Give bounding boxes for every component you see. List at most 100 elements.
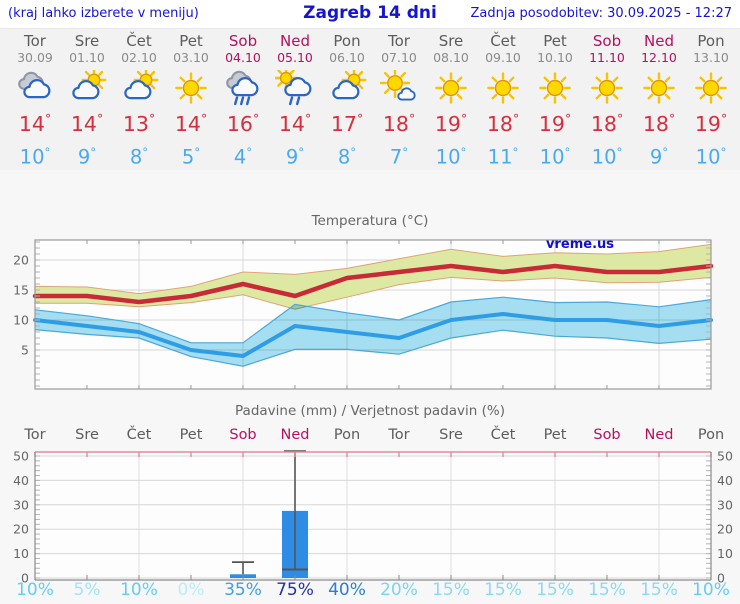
day-date: 04.10	[225, 50, 261, 65]
watermark-link[interactable]: vreme.us	[546, 237, 614, 252]
high-temp: 18°	[642, 111, 676, 136]
weather-icon-sun-cloud	[321, 67, 373, 107]
day-column-01.10[interactable]: Sre 01.10 14° 9°	[61, 29, 113, 168]
day-date: 06.10	[329, 50, 365, 65]
low-temp: 10°	[695, 144, 727, 169]
day-column-07.10[interactable]: Tor 07.10 18° 7°	[373, 29, 425, 168]
high-temp: 13°	[122, 111, 156, 136]
day-column-04.10[interactable]: Sob 04.10 16° 4°	[217, 29, 269, 168]
last-update: Zadnja posodobitev: 30.09.2025 - 12:27	[470, 6, 732, 21]
high-temp: 19°	[694, 111, 728, 136]
day-name: Pet	[179, 32, 203, 50]
precip-probability: 15%	[640, 580, 678, 600]
day-name: Tor	[24, 32, 46, 50]
header-bar: (kraj lahko izberete v meniju) Zagreb 14…	[0, 0, 740, 29]
low-temp: 5°	[181, 144, 201, 169]
low-temp: 9°	[285, 144, 305, 169]
day-date: 07.10	[381, 50, 417, 65]
precip-day-label: Pet	[543, 427, 567, 443]
weather-icon-cloudy	[9, 70, 61, 107]
precip-probability: 10%	[16, 580, 54, 600]
low-temp: 8°	[129, 144, 149, 169]
high-temp: 18°	[590, 111, 624, 136]
day-date: 02.10	[121, 50, 157, 65]
weather-icon-sun-cloud	[61, 67, 113, 107]
svg-text:50: 50	[13, 449, 29, 464]
high-temp: 14°	[278, 111, 312, 136]
precipitation-chart: 0 0 10 10 20 20 30 30 40 40 50 50	[0, 448, 740, 604]
day-column-12.10[interactable]: Ned 12.10 18° 9°	[633, 29, 685, 168]
high-temp: 19°	[538, 111, 572, 136]
day-date: 30.09	[17, 50, 53, 65]
svg-text:50: 50	[717, 449, 733, 464]
day-name: Pet	[543, 32, 567, 50]
precip-day-label: Sob	[593, 427, 621, 443]
menu-hint: (kraj lahko izberete v meniju)	[8, 6, 199, 21]
day-column-30.09[interactable]: Tor 30.09 14° 10°	[9, 29, 61, 168]
svg-text:10: 10	[717, 546, 733, 561]
svg-text:0: 0	[717, 571, 725, 586]
precip-probability: 5%	[73, 580, 101, 600]
day-column-06.10[interactable]: Pon 06.10 17° 8°	[321, 29, 373, 168]
day-name: Sob	[228, 32, 258, 50]
day-date: 03.10	[173, 50, 209, 65]
low-temp: 10°	[539, 144, 571, 169]
day-date: 12.10	[641, 50, 677, 65]
day-column-02.10[interactable]: Čet 02.10 13° 8°	[113, 29, 165, 168]
weather-icon-sunny	[165, 70, 217, 107]
svg-text:10: 10	[13, 546, 29, 561]
temperature-chart-title: Temperatura (°C)	[311, 213, 429, 229]
day-column-03.10[interactable]: Pet 03.10 14° 5°	[165, 29, 217, 168]
weather-icon-sunny	[529, 70, 581, 107]
precip-day-label: Tor	[24, 427, 46, 443]
precip-probability: 15%	[484, 580, 522, 600]
svg-text:20: 20	[13, 253, 29, 268]
svg-text:0: 0	[21, 571, 29, 586]
day-column-13.10[interactable]: Pon 13.10 19° 10°	[685, 29, 737, 168]
low-temp: 11°	[487, 144, 519, 169]
svg-text:40: 40	[717, 473, 733, 488]
low-temp: 4°	[233, 144, 253, 169]
weather-icon-rain	[217, 70, 269, 107]
high-temp: 14°	[174, 111, 208, 136]
day-column-09.10[interactable]: Čet 09.10 18° 11°	[477, 29, 529, 168]
precip-day-label: Tor	[388, 427, 410, 443]
weather-icon-sunny	[477, 70, 529, 107]
day-name: Ned	[644, 32, 674, 50]
precip-probability: 15%	[536, 580, 574, 600]
low-temp: 9°	[77, 144, 97, 169]
precip-probability: 75%	[276, 580, 314, 600]
weather-icon-sunny-cloud	[373, 67, 425, 107]
svg-text:30: 30	[13, 497, 29, 512]
precip-probability: 0%	[177, 580, 205, 600]
high-temp: 18°	[382, 111, 416, 136]
precip-day-label: Ned	[644, 427, 674, 443]
day-name: Ned	[280, 32, 310, 50]
precip-day-label: Pet	[179, 427, 203, 443]
low-temp: 10°	[435, 144, 467, 169]
svg-text:30: 30	[717, 497, 733, 512]
day-name: Pon	[697, 32, 725, 50]
svg-text:20: 20	[717, 522, 733, 537]
day-date: 08.10	[433, 50, 469, 65]
day-name: Čet	[490, 32, 516, 50]
day-date: 01.10	[69, 50, 105, 65]
day-name: Sob	[592, 32, 622, 50]
weather-icon-sunny	[633, 70, 685, 107]
precip-probability: 20%	[380, 580, 418, 600]
weather-icon-sunny	[425, 70, 477, 107]
high-temp: 17°	[330, 111, 364, 136]
day-date: 11.10	[589, 50, 625, 65]
svg-text:15: 15	[13, 283, 29, 298]
day-column-05.10[interactable]: Ned 05.10 14° 9°	[269, 29, 321, 168]
low-temp: 10°	[19, 144, 51, 169]
weather-icon-sun-rain	[269, 66, 321, 107]
day-column-10.10[interactable]: Pet 10.10 19° 10°	[529, 29, 581, 168]
precip-probability: 10%	[692, 580, 730, 600]
precip-probability: 15%	[588, 580, 626, 600]
high-temp: 14°	[18, 111, 52, 136]
day-column-08.10[interactable]: Sre 08.10 19° 10°	[425, 29, 477, 168]
weather-icon-sunny	[685, 70, 737, 107]
day-column-11.10[interactable]: Sob 11.10 18° 10°	[581, 29, 633, 168]
precip-day-label: Čet	[490, 427, 516, 443]
